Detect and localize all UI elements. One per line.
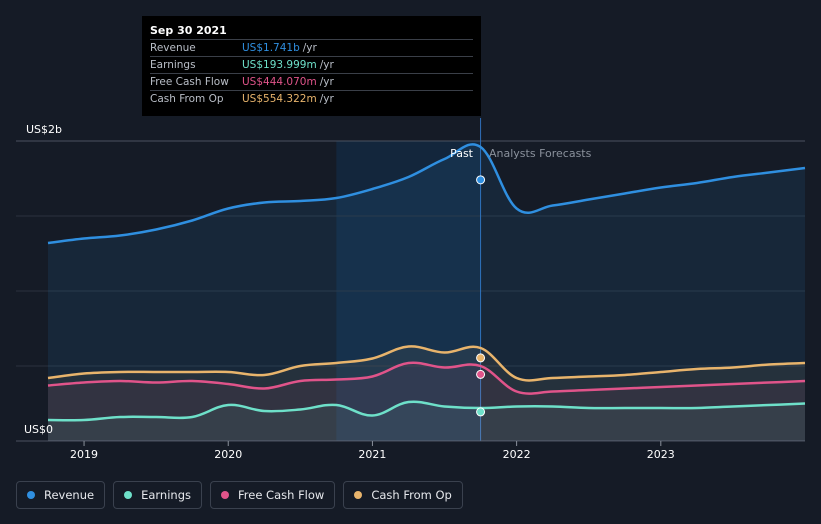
tooltip-row-label: Revenue [150,42,196,54]
legend: Revenue Earnings Free Cash Flow Cash From O… [16,481,463,509]
y-axis-top-label: US$2b [26,123,62,136]
earnings-area [48,401,805,441]
legend-dot-icon [221,491,229,499]
line-layer [47,143,806,422]
tooltip-row-unit: /yr [319,59,334,71]
legend-item-cash-from-op[interactable]: Cash From Op [343,481,463,509]
cash-from-op-area [48,346,805,441]
tooltip-date: Sep 30 2021 [150,24,227,37]
tooltip-row: Cash From Op US$554.322m/yr [150,90,473,107]
area-layer [48,144,805,441]
tooltip-row-unit: /yr [302,42,317,54]
cash-from-op-marker[interactable] [476,353,486,363]
earnings-line [47,400,806,422]
x-tick-label: 2021 [358,448,386,461]
tooltip-row-label: Free Cash Flow [150,76,229,88]
free-cash-flow-line [47,361,806,395]
marker-layer [476,175,486,417]
x-tick-label: 2023 [647,448,675,461]
legend-label: Revenue [44,488,95,502]
revenue-line [47,143,806,245]
free-cash-flow-area [48,362,805,441]
earnings-marker[interactable] [476,407,486,417]
legend-label: Cash From Op [371,488,452,502]
tooltip-row-unit: /yr [319,76,334,88]
grid-layer [16,118,805,442]
x-tick-label: 2019 [70,448,98,461]
legend-dot-icon [354,491,363,499]
x-axis: 2019 2020 2021 2022 2023 [70,441,675,461]
x-tick-label: 2022 [503,448,531,461]
past-label: Past [450,147,474,160]
legend-item-revenue[interactable]: Revenue [16,481,106,509]
tooltip-row-unit: /yr [319,93,334,105]
cash-from-op-line [47,345,806,382]
legend-dot-icon [124,491,133,499]
x-tick-label: 2020 [214,448,242,461]
legend-dot-icon [27,491,35,499]
tooltip-row: Earnings US$193.999m/yr [150,56,473,73]
label-layer: US$2b US$0 Past Analysts Forecasts [24,123,592,436]
tooltip-row-label: Earnings [150,59,196,71]
tooltip: Sep 30 2021 Revenue US$1.741b/yr Earnings U… [142,16,481,116]
legend-item-free-cash-flow[interactable]: Free Cash Flow [210,481,336,509]
tooltip-row-value: US$1.741b [242,42,300,54]
legend-label: Free Cash Flow [238,488,325,502]
tooltip-row-label: Cash From Op [150,93,224,105]
tooltip-row-value: US$554.322m [242,93,317,105]
tooltip-row: Revenue US$1.741b/yr [150,39,473,56]
revenue-marker[interactable] [476,175,486,185]
free-cash-flow-marker[interactable] [476,369,486,379]
forecast-label: Analysts Forecasts [489,147,592,160]
y-axis-bottom-label: US$0 [24,423,53,436]
legend-label: Earnings [141,488,191,502]
tooltip-row-value: US$193.999m [242,59,317,71]
revenue-area [48,144,805,441]
legend-item-earnings[interactable]: Earnings [113,481,202,509]
tooltip-row: Free Cash Flow US$444.070m/yr [150,73,473,90]
tooltip-row-value: US$444.070m [242,76,317,88]
